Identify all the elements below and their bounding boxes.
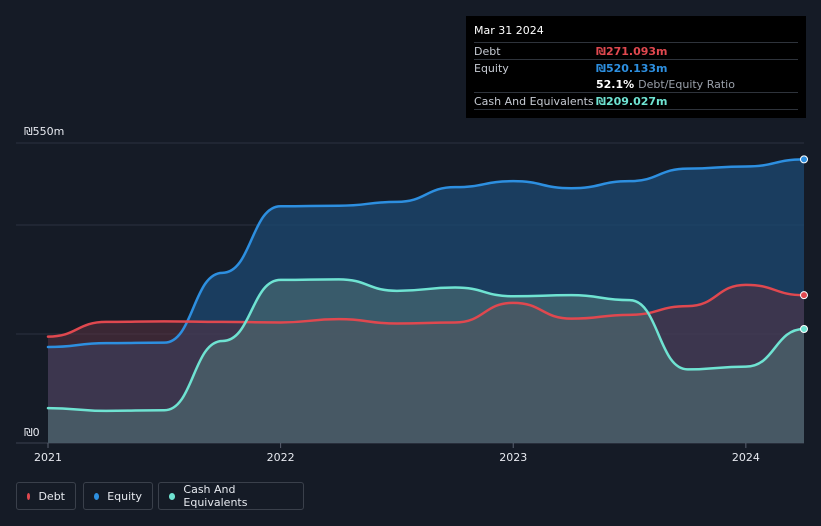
equity-endpoint (800, 155, 808, 164)
legend-item-cash[interactable]: Cash And Equivalents (158, 482, 304, 510)
tooltip-debt-value: ₪271.093m (596, 44, 668, 58)
legend-item-debt[interactable]: Debt (16, 482, 76, 510)
cash-line (46, 278, 806, 413)
debt-dot-icon (27, 492, 31, 500)
tooltip-row-cash: Cash And Equivalents ₪209.027m (474, 92, 798, 109)
tooltip-ratio-value: 52.1% (596, 77, 635, 91)
tooltip-ratio-label: Debt/Equity Ratio (638, 77, 735, 91)
cash-dot-icon (169, 492, 176, 500)
legend-item-equity[interactable]: Equity (83, 482, 153, 510)
debt-line (46, 283, 806, 338)
legend-equity-label: Equity (107, 489, 142, 503)
tooltip-row-ratio: 52.1% Debt/Equity Ratio (474, 76, 798, 92)
x-tick-label: 2021 (34, 451, 62, 464)
debt-endpoint (800, 291, 808, 300)
y-tick-label: ₪0 (24, 426, 40, 439)
x-tick-label: 2023 (499, 451, 527, 464)
tooltip-row-debt: Debt ₪271.093m (474, 42, 798, 59)
series-lines (46, 158, 806, 413)
tooltip-row-equity: Equity ₪520.133m (474, 59, 798, 76)
legend-cash-label: Cash And Equivalents (183, 483, 248, 509)
cash-area (48, 279, 804, 443)
legend-debt-label: Debt (38, 489, 65, 503)
tooltip-panel: Mar 31 2024 Debt ₪271.093m Equity ₪520.1… (466, 16, 806, 118)
tooltip-date: Mar 31 2024 (474, 24, 544, 37)
y-axis: ₪550m ₪0 (24, 125, 64, 439)
tooltip-equity-value: ₪520.133m (596, 61, 668, 75)
series-endpoints (800, 155, 808, 333)
equity-line (46, 158, 806, 349)
equity-dot-icon (94, 492, 100, 500)
tooltip-debt-label: Debt (474, 44, 501, 58)
cash-endpoint (800, 325, 808, 333)
tooltip-cash-label: Cash And Equivalents (474, 94, 594, 108)
x-tick-label: 2022 (267, 451, 295, 464)
tooltip-equity-label: Equity (474, 61, 509, 75)
x-tick-label: 2024 (732, 451, 760, 464)
x-axis: 2021 2022 2023 2024 (34, 443, 760, 464)
y-tick-label: ₪550m (24, 125, 64, 138)
tooltip-cash-value: ₪209.027m (596, 94, 668, 108)
series-areas (48, 159, 804, 443)
